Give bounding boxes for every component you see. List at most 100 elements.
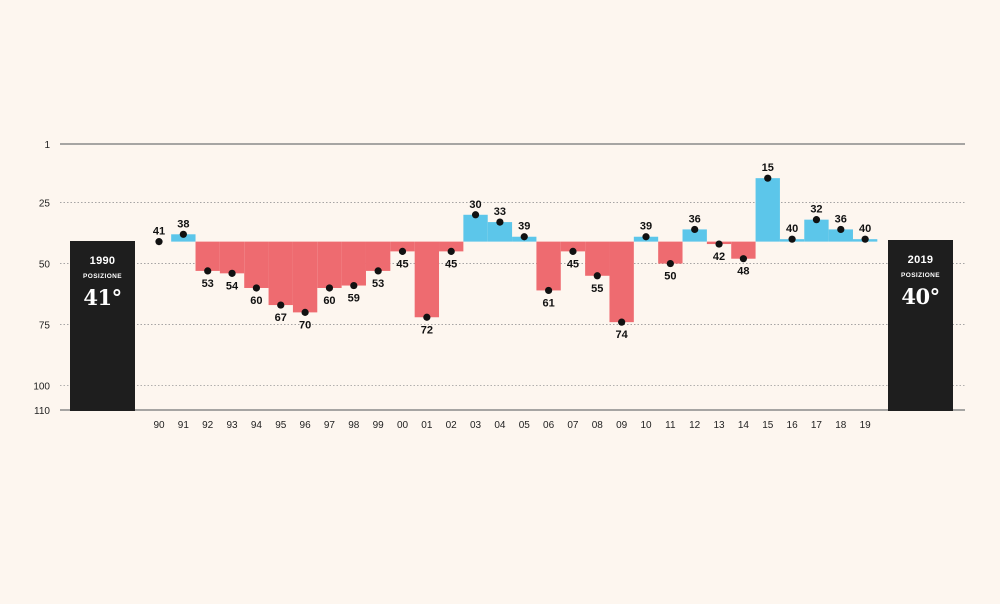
y-tick-label: 50 [39, 260, 51, 271]
bar [609, 241, 634, 323]
x-tick-label: 95 [275, 420, 287, 431]
data-label: 40 [786, 223, 798, 235]
data-label: 59 [348, 293, 360, 305]
x-tick-label: 16 [787, 420, 799, 431]
bar [585, 241, 610, 276]
bar [414, 241, 440, 318]
bar [195, 241, 220, 271]
data-point [569, 247, 577, 255]
bar [560, 241, 586, 252]
data-point [812, 216, 821, 224]
data-point [715, 240, 723, 248]
end-position-label: POSIZIONE [901, 272, 940, 279]
x-tick-label: 91 [178, 420, 190, 431]
data-label: 60 [323, 295, 335, 307]
data-point [642, 233, 650, 241]
bar [390, 241, 415, 252]
bar [219, 241, 245, 274]
bar [828, 229, 853, 242]
x-tick-label: 98 [348, 420, 360, 431]
data-point [350, 281, 358, 290]
x-tick-label: 02 [446, 420, 458, 431]
data-label: 67 [275, 312, 287, 324]
data-point [301, 308, 309, 316]
bars [171, 178, 878, 323]
data-point [398, 247, 407, 255]
data-label: 45 [567, 258, 579, 270]
data-label: 50 [664, 271, 676, 283]
data-point [471, 211, 480, 219]
data-point [545, 286, 553, 295]
bar [682, 229, 707, 242]
value-labels: 41 38 53 54 60 67 70 60 59 53 45 72 45 30 33 39 61 45 55 74… [153, 162, 871, 341]
x-tick-label: 19 [860, 420, 872, 431]
x-tick-label: 01 [421, 420, 433, 431]
data-point [837, 225, 845, 234]
data-point [520, 233, 528, 241]
x-tick-label: 93 [226, 420, 238, 431]
bar [365, 241, 391, 271]
bar [487, 222, 513, 242]
bar [804, 219, 829, 242]
x-tick-label: 07 [567, 420, 579, 431]
start-position-label: POSIZIONE [83, 273, 122, 280]
data-label: 36 [835, 213, 847, 225]
bar [658, 241, 683, 264]
y-tick-label: 100 [33, 382, 50, 393]
data-label: 70 [299, 319, 311, 331]
y-tick-label: 1 [44, 140, 50, 151]
data-label: 55 [591, 283, 603, 295]
y-axis-ticks: 1 25 50 75 100 110 [33, 140, 50, 417]
data-point [618, 318, 626, 326]
bar [244, 241, 269, 288]
x-tick-label: 92 [202, 420, 214, 431]
bar [171, 234, 196, 242]
x-tick-label: 10 [640, 420, 652, 431]
x-tick-label: 11 [665, 420, 676, 431]
x-tick-label: 99 [373, 420, 385, 431]
x-tick-label: 08 [592, 420, 604, 431]
x-tick-label: 13 [713, 420, 725, 431]
x-tick-label: 03 [470, 420, 482, 431]
x-tick-label: 04 [494, 420, 506, 431]
data-point [204, 267, 212, 275]
data-point [423, 313, 431, 321]
data-point [252, 284, 260, 292]
x-tick-label: 12 [689, 420, 701, 431]
x-tick-label: 09 [616, 420, 628, 431]
data-label: 33 [494, 206, 506, 218]
bar [536, 241, 561, 291]
points [155, 174, 869, 326]
data-point [325, 284, 334, 292]
x-tick-label: 15 [762, 420, 774, 431]
data-point [496, 218, 504, 226]
bar [731, 241, 756, 259]
data-point [861, 235, 869, 243]
x-axis-ticks: 90 91 92 93 94 95 96 97 98 99 00 01 02 03 04 05 06 07 08 09… [153, 420, 871, 431]
data-point [666, 259, 674, 268]
data-point [374, 267, 382, 275]
data-label: 32 [810, 204, 822, 216]
data-label: 53 [372, 278, 384, 290]
data-label: 39 [518, 221, 530, 233]
data-label: 30 [469, 199, 481, 211]
data-point [739, 255, 748, 263]
data-label: 72 [421, 324, 433, 336]
y-tick-label: 25 [39, 199, 51, 210]
bar [463, 214, 488, 242]
x-tick-label: 14 [738, 420, 750, 431]
data-label: 48 [737, 266, 749, 278]
data-label: 41 [153, 226, 165, 238]
data-label: 74 [616, 329, 629, 341]
data-label: 40 [859, 223, 871, 235]
data-label: 42 [713, 251, 725, 263]
data-point [179, 230, 187, 238]
gridlines [60, 143, 965, 411]
y-tick-label: 75 [39, 321, 51, 332]
bar [439, 241, 464, 252]
x-tick-label: 96 [300, 420, 312, 431]
data-label: 45 [445, 258, 457, 270]
data-label: 39 [640, 221, 652, 233]
x-tick-label: 90 [153, 420, 165, 431]
